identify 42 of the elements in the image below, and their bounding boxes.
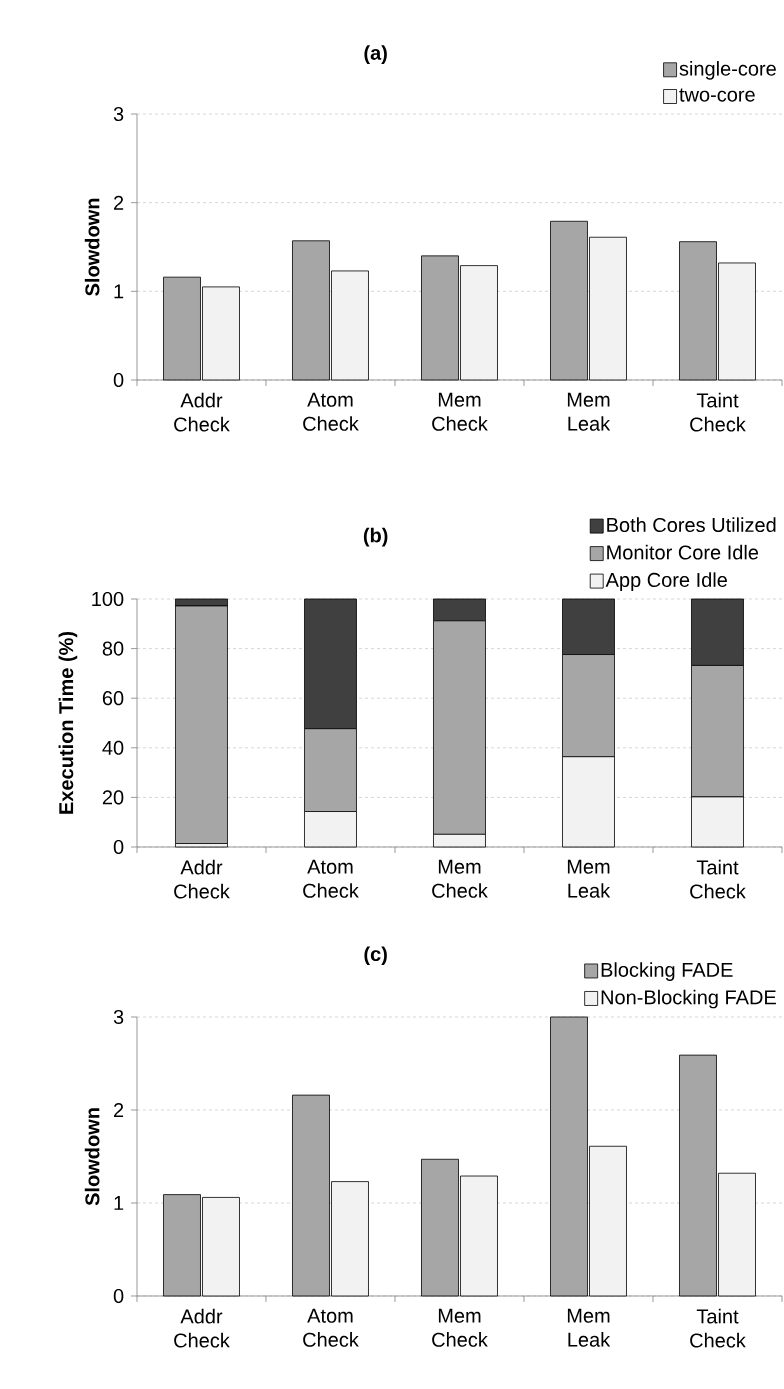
x-tick-label: Mem Leak — [567, 1308, 611, 1347]
x-tick-label: Mem Check — [432, 859, 488, 898]
x-tick-label: Mem Leak — [567, 392, 611, 431]
y-tick-label: 0 — [113, 839, 124, 855]
y-axis-title: Slowdown — [84, 198, 100, 296]
chart-title: (c) — [364, 946, 387, 966]
legend-label: App Core Idle — [605, 572, 727, 591]
y-tick-label: 60 — [102, 691, 124, 706]
x-tick-label: Taint Check — [690, 392, 746, 432]
y-tick-label: 2 — [114, 1103, 124, 1117]
y-tick-label: 80 — [102, 641, 124, 656]
x-tick-label: Taint Check — [690, 859, 746, 899]
legend-label: two-core — [679, 88, 755, 102]
legend-label: Monitor Core Idle — [607, 544, 759, 560]
x-tick-label: Addr Check — [174, 392, 230, 432]
x-tick-label: Mem Leak — [567, 859, 611, 898]
y-tick-label: 40 — [102, 740, 124, 755]
legend-label: Blocking FADE — [601, 962, 733, 981]
x-tick-label: Mem Check — [432, 392, 488, 431]
y-tick-label: 3 — [113, 1009, 124, 1025]
y-tick-label: 3 — [113, 106, 124, 122]
legend-label: Both Cores Utilized — [607, 517, 776, 533]
chart-title: (b) — [363, 527, 388, 547]
x-tick-label: Atom Check — [303, 1308, 359, 1347]
y-axis-title: Execution Time (%) — [58, 631, 78, 814]
y-tick-label: 20 — [102, 790, 124, 805]
chart-title: (a) — [364, 45, 387, 64]
y-tick-label: 1 — [114, 1196, 124, 1210]
y-tick-label: 0 — [113, 1288, 124, 1304]
x-tick-label: Addr Check — [174, 1308, 230, 1348]
y-axis-title: Slowdown — [84, 1108, 100, 1206]
y-tick-label: 0 — [113, 372, 124, 388]
y-tick-label: 1 — [114, 284, 124, 299]
x-tick-label: Atom Check — [303, 859, 359, 898]
y-tick-label: 2 — [114, 195, 124, 210]
legend-label: single-core — [679, 61, 776, 80]
x-tick-label: Mem Check — [432, 1308, 488, 1347]
x-tick-label: Atom Check — [303, 392, 359, 431]
y-tick-label: 100 — [92, 591, 124, 607]
x-tick-label: Taint Check — [690, 1308, 746, 1348]
x-tick-label: Addr Check — [174, 859, 230, 899]
legend-label: Non-Blocking FADE — [601, 989, 776, 1009]
